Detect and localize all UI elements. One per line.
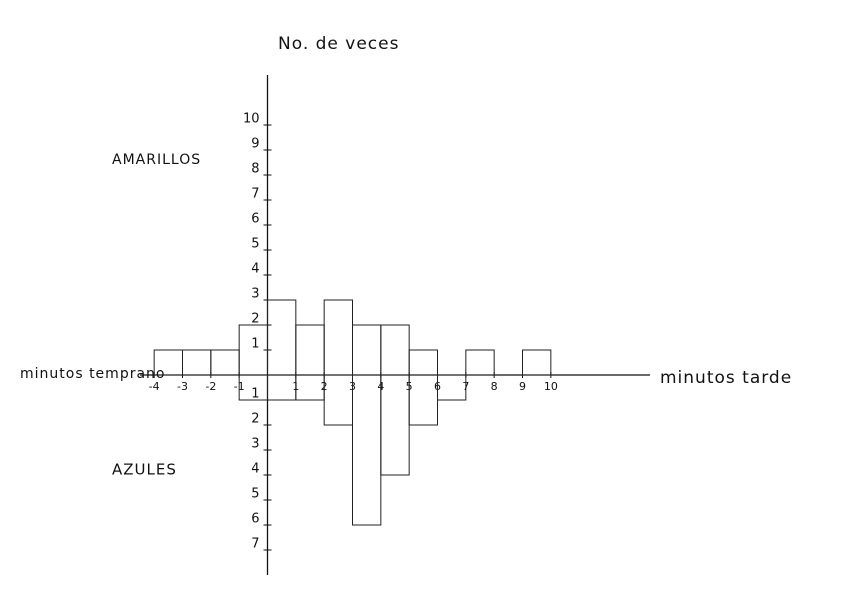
bar (353, 375, 381, 525)
y-tick-label: 1 (251, 387, 259, 402)
y-tick-label: 3 (251, 287, 259, 302)
y-tick-label: 4 (251, 462, 259, 477)
bar (409, 350, 437, 375)
y-tick-label: 5 (251, 487, 259, 502)
y-tick-label: 2 (251, 412, 259, 427)
bar (211, 350, 239, 375)
bar (183, 350, 211, 375)
x-tick-label: 8 (491, 380, 498, 393)
x-tick-label: -3 (177, 380, 188, 393)
y-tick-label: 10 (243, 112, 260, 127)
y-tick-label: 7 (251, 187, 259, 202)
x-tick-label: 10 (544, 380, 558, 393)
bar (523, 350, 551, 375)
bar (353, 325, 381, 375)
y-tick-label: 7 (251, 537, 259, 552)
y-tick-label: 3 (251, 437, 259, 452)
x-tick-label: -2 (205, 380, 216, 393)
bar (381, 325, 409, 375)
lower-label: AZULES (112, 461, 177, 479)
x-axis-title-right: minutos tarde (660, 368, 792, 388)
y-tick-label: 8 (251, 162, 259, 177)
y-axis-title: No. de veces (278, 34, 399, 54)
bar (268, 300, 296, 375)
y-tick-label: 9 (251, 137, 259, 152)
x-axis-title-left: minutos temprano (20, 366, 165, 382)
y-tick-label: 5 (251, 237, 259, 252)
y-tick-label: 4 (251, 262, 259, 277)
x-tick-label: -4 (149, 380, 160, 393)
y-tick-label: 6 (251, 212, 259, 227)
y-tick-label: 6 (251, 512, 259, 527)
x-tick-label: 9 (519, 380, 526, 393)
page: {"chart_data": {"type": "histogram", "ti… (0, 0, 862, 592)
y-tick-label: 2 (251, 312, 259, 327)
upper-label: AMARILLOS (112, 152, 201, 168)
bar (324, 300, 352, 375)
y-tick-label: 1 (251, 337, 259, 352)
chart: No. de veces minutos tarde minutos tempr… (0, 0, 862, 592)
bar (466, 350, 494, 375)
bar (296, 325, 324, 375)
